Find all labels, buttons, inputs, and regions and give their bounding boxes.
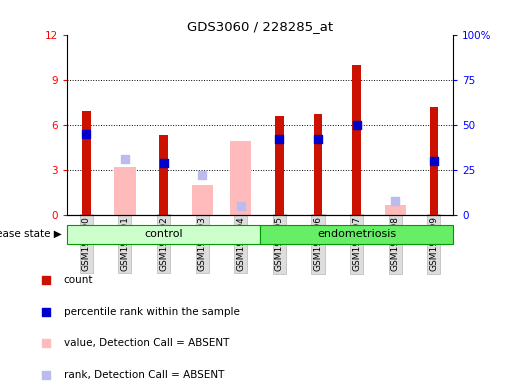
Bar [67, 225, 260, 244]
Text: percentile rank within the sample: percentile rank within the sample [64, 307, 239, 317]
Text: disease state ▶: disease state ▶ [0, 229, 62, 239]
Text: count: count [64, 275, 93, 285]
Bar [352, 65, 361, 215]
Point [42, 309, 50, 315]
Point [42, 277, 50, 283]
Point [391, 197, 400, 204]
Point [236, 203, 245, 209]
Bar [230, 141, 251, 215]
Bar [114, 167, 135, 215]
Point [159, 160, 167, 166]
Bar [82, 111, 91, 215]
Bar [275, 116, 284, 215]
Text: endometriosis: endometriosis [317, 229, 396, 239]
Point [42, 372, 50, 378]
Bar [430, 107, 438, 215]
Bar [385, 205, 406, 215]
Point [42, 340, 50, 346]
Point [314, 136, 322, 142]
Point [430, 158, 438, 164]
Text: control: control [144, 229, 183, 239]
Title: GDS3060 / 228285_at: GDS3060 / 228285_at [187, 20, 333, 33]
Point [121, 156, 129, 162]
Bar [314, 114, 322, 215]
Point [275, 136, 283, 142]
Bar [260, 225, 453, 244]
Bar [192, 185, 213, 215]
Point [198, 172, 206, 179]
Point [352, 122, 360, 128]
Bar [159, 135, 168, 215]
Point [82, 131, 91, 137]
Text: rank, Detection Call = ABSENT: rank, Detection Call = ABSENT [64, 370, 224, 380]
Text: value, Detection Call = ABSENT: value, Detection Call = ABSENT [64, 338, 229, 348]
